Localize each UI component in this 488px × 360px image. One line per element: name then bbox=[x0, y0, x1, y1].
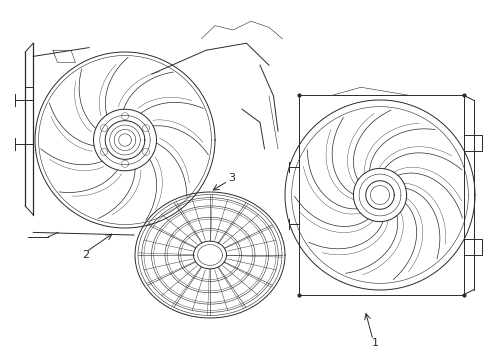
Text: 2: 2 bbox=[82, 250, 89, 260]
Text: 3: 3 bbox=[228, 173, 235, 183]
Text: 1: 1 bbox=[371, 338, 378, 348]
